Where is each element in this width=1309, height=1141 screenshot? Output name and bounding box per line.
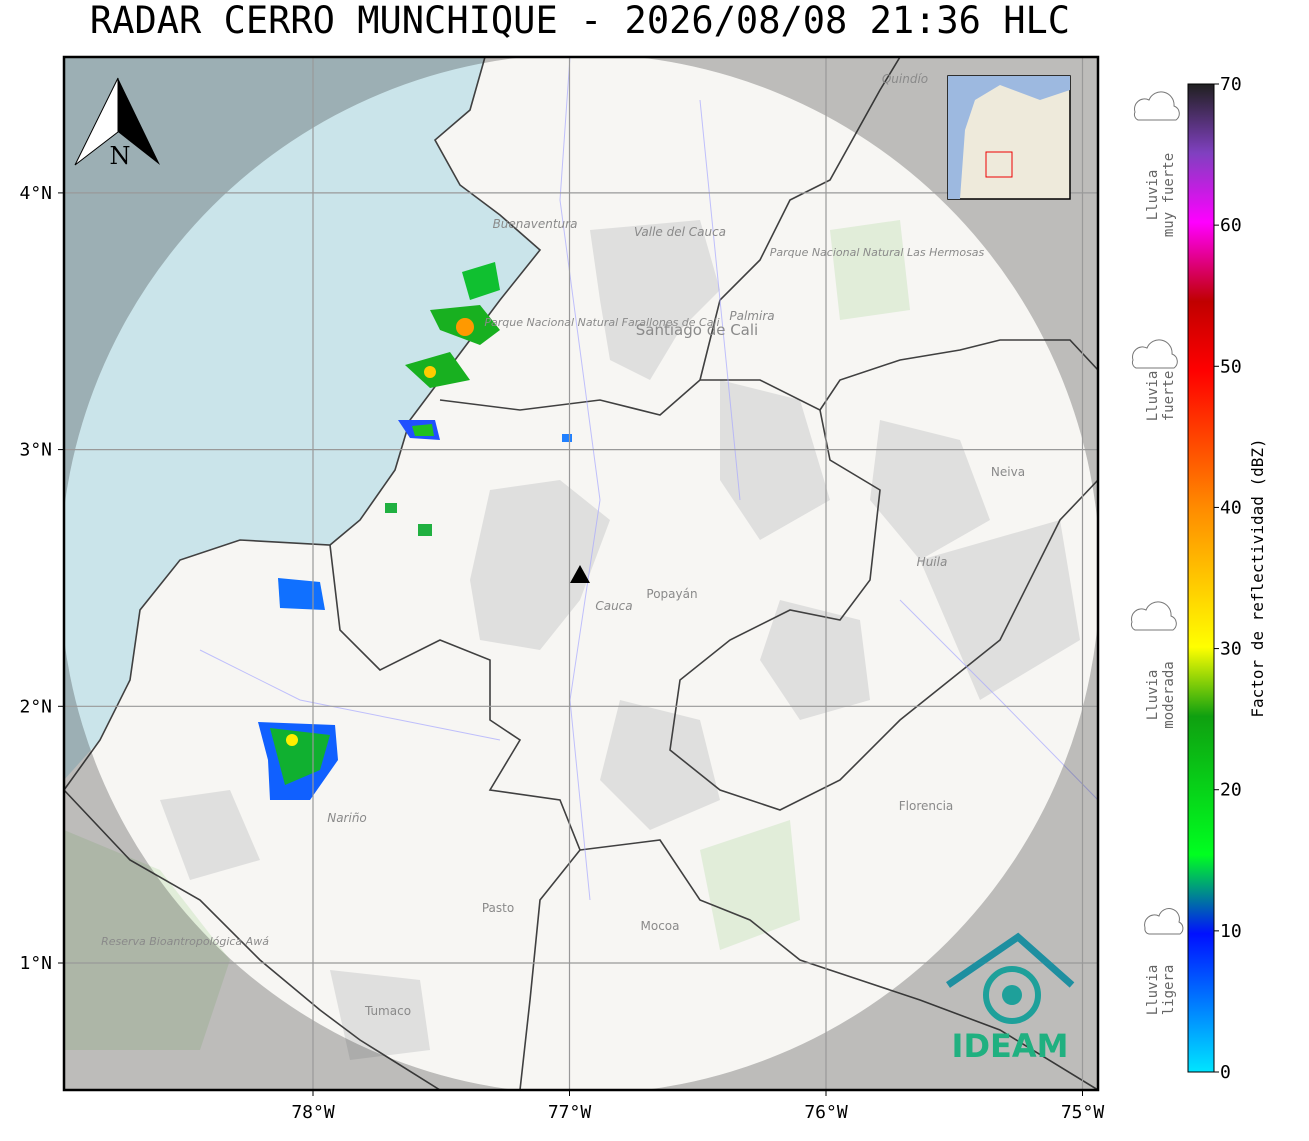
place: Tumaco xyxy=(364,1004,411,1018)
map: Buenaventura Valle del Cauca Parque Naci… xyxy=(64,57,1098,1090)
colorbar-tick-label: 50 xyxy=(1220,356,1242,377)
colorbar-tick-label: 40 xyxy=(1220,497,1242,518)
place: Buenaventura xyxy=(493,217,578,231)
place: Neiva xyxy=(991,465,1025,479)
place: Huila xyxy=(917,555,948,569)
graticule xyxy=(64,57,1098,1090)
place: Florencia xyxy=(899,799,954,813)
lat-label: 4°N xyxy=(19,183,52,204)
rain-label: Lluvia xyxy=(1145,670,1161,721)
colorbar xyxy=(1187,83,1215,1073)
rain-label: Lluvia xyxy=(1145,965,1161,1016)
rain-label: Lluvia xyxy=(1145,371,1161,422)
place: Parque Nacional Natural Las Hermosas xyxy=(770,246,985,259)
colorbar-tick-label: 70 xyxy=(1220,74,1242,95)
colorbar-tick-label: 30 xyxy=(1220,639,1242,660)
radar-site xyxy=(570,565,590,583)
lat-label: 1°N xyxy=(19,953,52,974)
map-frame xyxy=(62,55,1100,1092)
places: Buenaventura Valle del Cauca Parque Naci… xyxy=(101,72,1025,1018)
place: Quindío xyxy=(882,72,928,86)
colorbar-tick-label: 20 xyxy=(1220,780,1242,801)
colorbar-label: Factor de reflectividad (dBZ) xyxy=(1248,438,1267,717)
lon-label: 76°W xyxy=(804,1102,848,1123)
north-arrow: N xyxy=(74,77,160,170)
place: Cauca xyxy=(595,599,632,613)
inset-map xyxy=(947,75,1071,200)
place: Santiago de Cali xyxy=(636,321,758,339)
rain-label: muy fuerte xyxy=(1161,153,1177,237)
colorbar-tick-label: 60 xyxy=(1220,215,1242,236)
colorbar-tick-label: 10 xyxy=(1220,921,1242,942)
title: RADAR CERRO MUNCHIQUE - 2026/08/08 21:36… xyxy=(90,0,1070,42)
logo: IDEAM xyxy=(946,932,1075,1065)
rain-label: fuerte xyxy=(1161,371,1177,422)
place: Popayán xyxy=(646,587,697,601)
north-label: N xyxy=(110,142,131,170)
place: Parque Nacional Natural Farallones de Ca… xyxy=(484,316,719,329)
lon-label: 78°W xyxy=(291,1102,335,1123)
place: Reserva Bioantropológica Awá xyxy=(101,935,269,948)
place: Pasto xyxy=(482,901,514,915)
colorbar-tick-label: 0 xyxy=(1220,1062,1231,1083)
lon-label: 75°W xyxy=(1061,1102,1105,1123)
place: Nariño xyxy=(327,811,367,825)
logo-text: IDEAM xyxy=(952,1027,1069,1065)
rain-label: Lluvia xyxy=(1145,170,1161,221)
place: Valle del Cauca xyxy=(634,225,726,239)
lat-label: 2°N xyxy=(19,696,52,717)
axes: 78°W 77°W 76°W 75°W 4°N 3°N 2°N 1°N 0 10 20 30 40 50 6… xyxy=(19,74,1241,1123)
lat-label: 3°N xyxy=(19,440,52,461)
rain-label: moderada xyxy=(1161,661,1177,728)
rain-label: ligera xyxy=(1161,965,1177,1016)
lon-label: 77°W xyxy=(548,1102,592,1123)
place: Mocoa xyxy=(641,919,680,933)
place: Palmira xyxy=(729,309,774,323)
